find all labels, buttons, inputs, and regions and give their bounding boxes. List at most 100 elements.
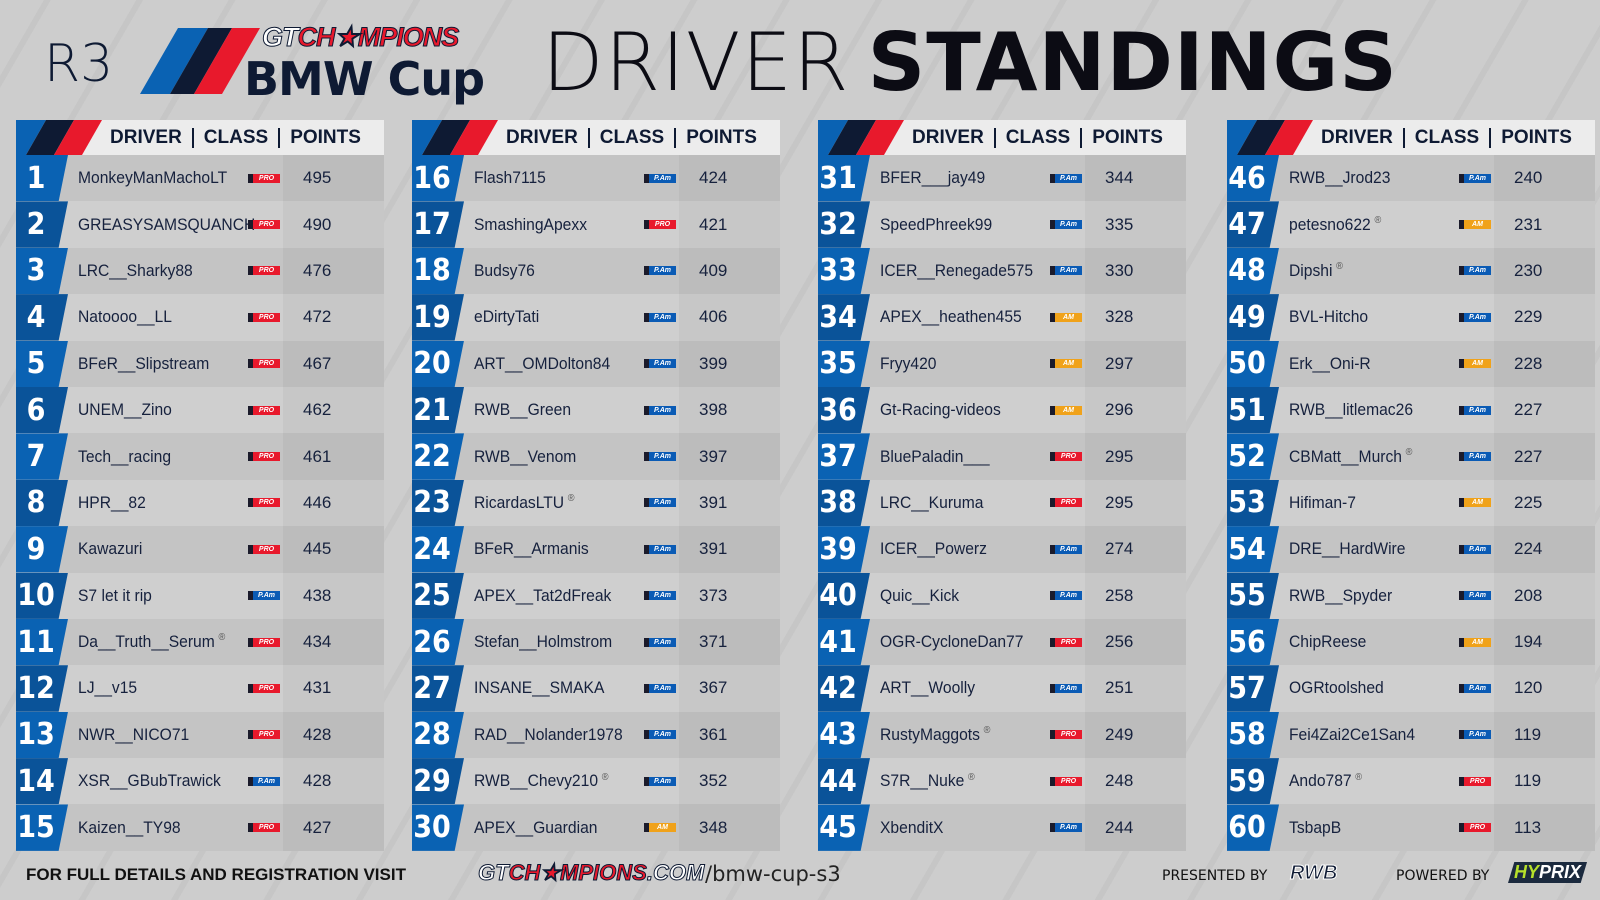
divider: [278, 127, 281, 148]
driver-name-text: Kawazuri: [78, 539, 143, 559]
position: 15: [16, 804, 68, 851]
class-badge-pam: P.Am: [1050, 823, 1082, 833]
driver-name: ChipReese: [1289, 632, 1366, 652]
driver-name: DRE__HardWire: [1289, 539, 1405, 559]
table-row: 42 ART__Woolly P.Am 251: [818, 665, 1186, 712]
class-badge-pam: P.Am: [644, 776, 676, 786]
points: 445: [283, 526, 384, 573]
table-row: 39 ICER__Powerz P.Am 274: [818, 526, 1186, 573]
driver-name: SpeedPhreek99: [880, 215, 992, 235]
registered-mark-icon: ®: [983, 725, 991, 737]
header-stripes: [412, 120, 498, 155]
table-row: 34 APEX__heathen455 AM 328: [818, 294, 1186, 341]
class-badge-pam: P.Am: [248, 776, 280, 786]
driver-name: Flash7115: [474, 168, 546, 188]
class-badge-pro: PRO: [1050, 637, 1082, 647]
class-badge-am: AM: [1050, 312, 1082, 322]
table-row: 46 RWB__Jrod23 P.Am 240: [1227, 155, 1595, 202]
driver-name-text: RWB__Spyder: [1289, 585, 1393, 605]
class-badge-pam: P.Am: [1050, 544, 1082, 554]
table-row: 51 RWB__litlemac26 P.Am 227: [1227, 386, 1595, 434]
points: 258: [1085, 572, 1186, 619]
points: 462: [283, 386, 384, 434]
title-driver: DRIVER: [542, 16, 850, 109]
class-badge-am: AM: [1459, 637, 1491, 647]
position: 11: [16, 618, 68, 666]
class-badge-pam: P.Am: [1050, 683, 1082, 693]
driver-name-text: RWB__Green: [474, 400, 572, 420]
footer-url[interactable]: /bmw-cup-s3: [705, 862, 841, 886]
points: 224: [1494, 526, 1595, 573]
table-row: 6 UNEM__Zino PRO 462: [16, 386, 384, 434]
class-badge-pam: P.Am: [1459, 683, 1491, 693]
points: 330: [1085, 247, 1186, 295]
driver-name-text: Ando787: [1289, 771, 1352, 791]
bmw-cup-logo: BMW Cup: [244, 52, 485, 106]
driver-name-text: RWB__litlemac26: [1289, 400, 1414, 420]
driver-name: ICER__Renegade575: [880, 261, 1033, 281]
position: 7: [16, 433, 68, 480]
table-row: 60 TsbapB PRO 113: [1227, 804, 1595, 851]
class-badge-pro: PRO: [248, 823, 280, 833]
header-driver: DRIVER: [1321, 126, 1393, 148]
class-badge-pro: PRO: [248, 266, 280, 276]
driver-name-text: LJ__v15: [78, 678, 138, 698]
points: 227: [1494, 433, 1595, 480]
points: 409: [679, 247, 780, 295]
table-row: 8 HPR__82 PRO 446: [16, 479, 384, 527]
driver-name-text: eDirtyTati: [474, 307, 540, 327]
points: 248: [1085, 758, 1186, 805]
class-badge-pro: PRO: [1050, 730, 1082, 740]
points: 251: [1085, 665, 1186, 712]
divider: [587, 127, 590, 148]
table-header: DRIVER CLASS POINTS: [412, 120, 780, 155]
position: 16: [412, 155, 464, 202]
position: 9: [16, 526, 68, 573]
table-row: 16 Flash7115 P.Am 424: [412, 155, 780, 202]
position: 38: [818, 479, 870, 527]
driver-name: APEX__Guardian: [474, 818, 597, 838]
driver-name-text: Quic__Kick: [880, 585, 960, 605]
driver-name-text: UNEM__Zino: [78, 400, 172, 420]
table-row: 44 S7R__Nuke ® PRO 248: [818, 758, 1186, 805]
points: 295: [1085, 433, 1186, 480]
points: 431: [283, 665, 384, 712]
table-row: 56 ChipReese AM 194: [1227, 618, 1595, 666]
driver-name: Fryy420: [880, 354, 937, 374]
driver-name-text: CBMatt__Murch: [1289, 446, 1403, 466]
driver-name-text: Gt-Racing-videos: [880, 400, 1001, 420]
driver-name: BVL-Hitcho: [1289, 307, 1368, 327]
gtchampions-site-logo[interactable]: GTCH★MPIONS.COM: [478, 860, 705, 886]
class-badge-pro: PRO: [248, 220, 280, 230]
position: 17: [412, 201, 464, 248]
points: 438: [283, 572, 384, 619]
standings-table: DRIVER CLASS POINTS 1 MonkeyManMachoLT PRO …: [16, 120, 384, 851]
position: 22: [412, 433, 464, 480]
position: 50: [1227, 340, 1279, 387]
position: 49: [1227, 294, 1279, 341]
divider: [1080, 127, 1083, 148]
header-class: CLASS: [1005, 126, 1071, 148]
driver-name-text: RWB__Chevy210: [474, 771, 599, 791]
driver-name: INSANE__SMAKA: [474, 678, 604, 698]
footer-visit-text: FOR FULL DETAILS AND REGISTRATION VISIT: [26, 865, 406, 884]
driver-name: eDirtyTati: [474, 307, 539, 327]
driver-name-text: RAD__Nolander1978: [474, 724, 623, 744]
divider: [191, 127, 194, 148]
points: 240: [1494, 155, 1595, 202]
driver-name: Kaizen__TY98: [78, 818, 181, 838]
driver-name-text: Fei4Zai2Ce1San4: [1289, 724, 1416, 744]
position: 41: [818, 618, 870, 666]
class-badge-pam: P.Am: [1050, 591, 1082, 601]
position: 28: [412, 711, 464, 759]
powered-by-label: POWERED BY: [1396, 868, 1490, 884]
points: 274: [1085, 526, 1186, 573]
driver-name: Quic__Kick: [880, 586, 959, 606]
driver-name-text: Da__Truth__Serum: [78, 632, 215, 652]
class-badge-pro: PRO: [1459, 823, 1491, 833]
driver-name-text: BluePaladin___: [880, 446, 990, 466]
class-badge-pam: P.Am: [644, 312, 676, 322]
position: 48: [1227, 247, 1279, 295]
points: 296: [1085, 386, 1186, 434]
points: 421: [679, 201, 780, 248]
